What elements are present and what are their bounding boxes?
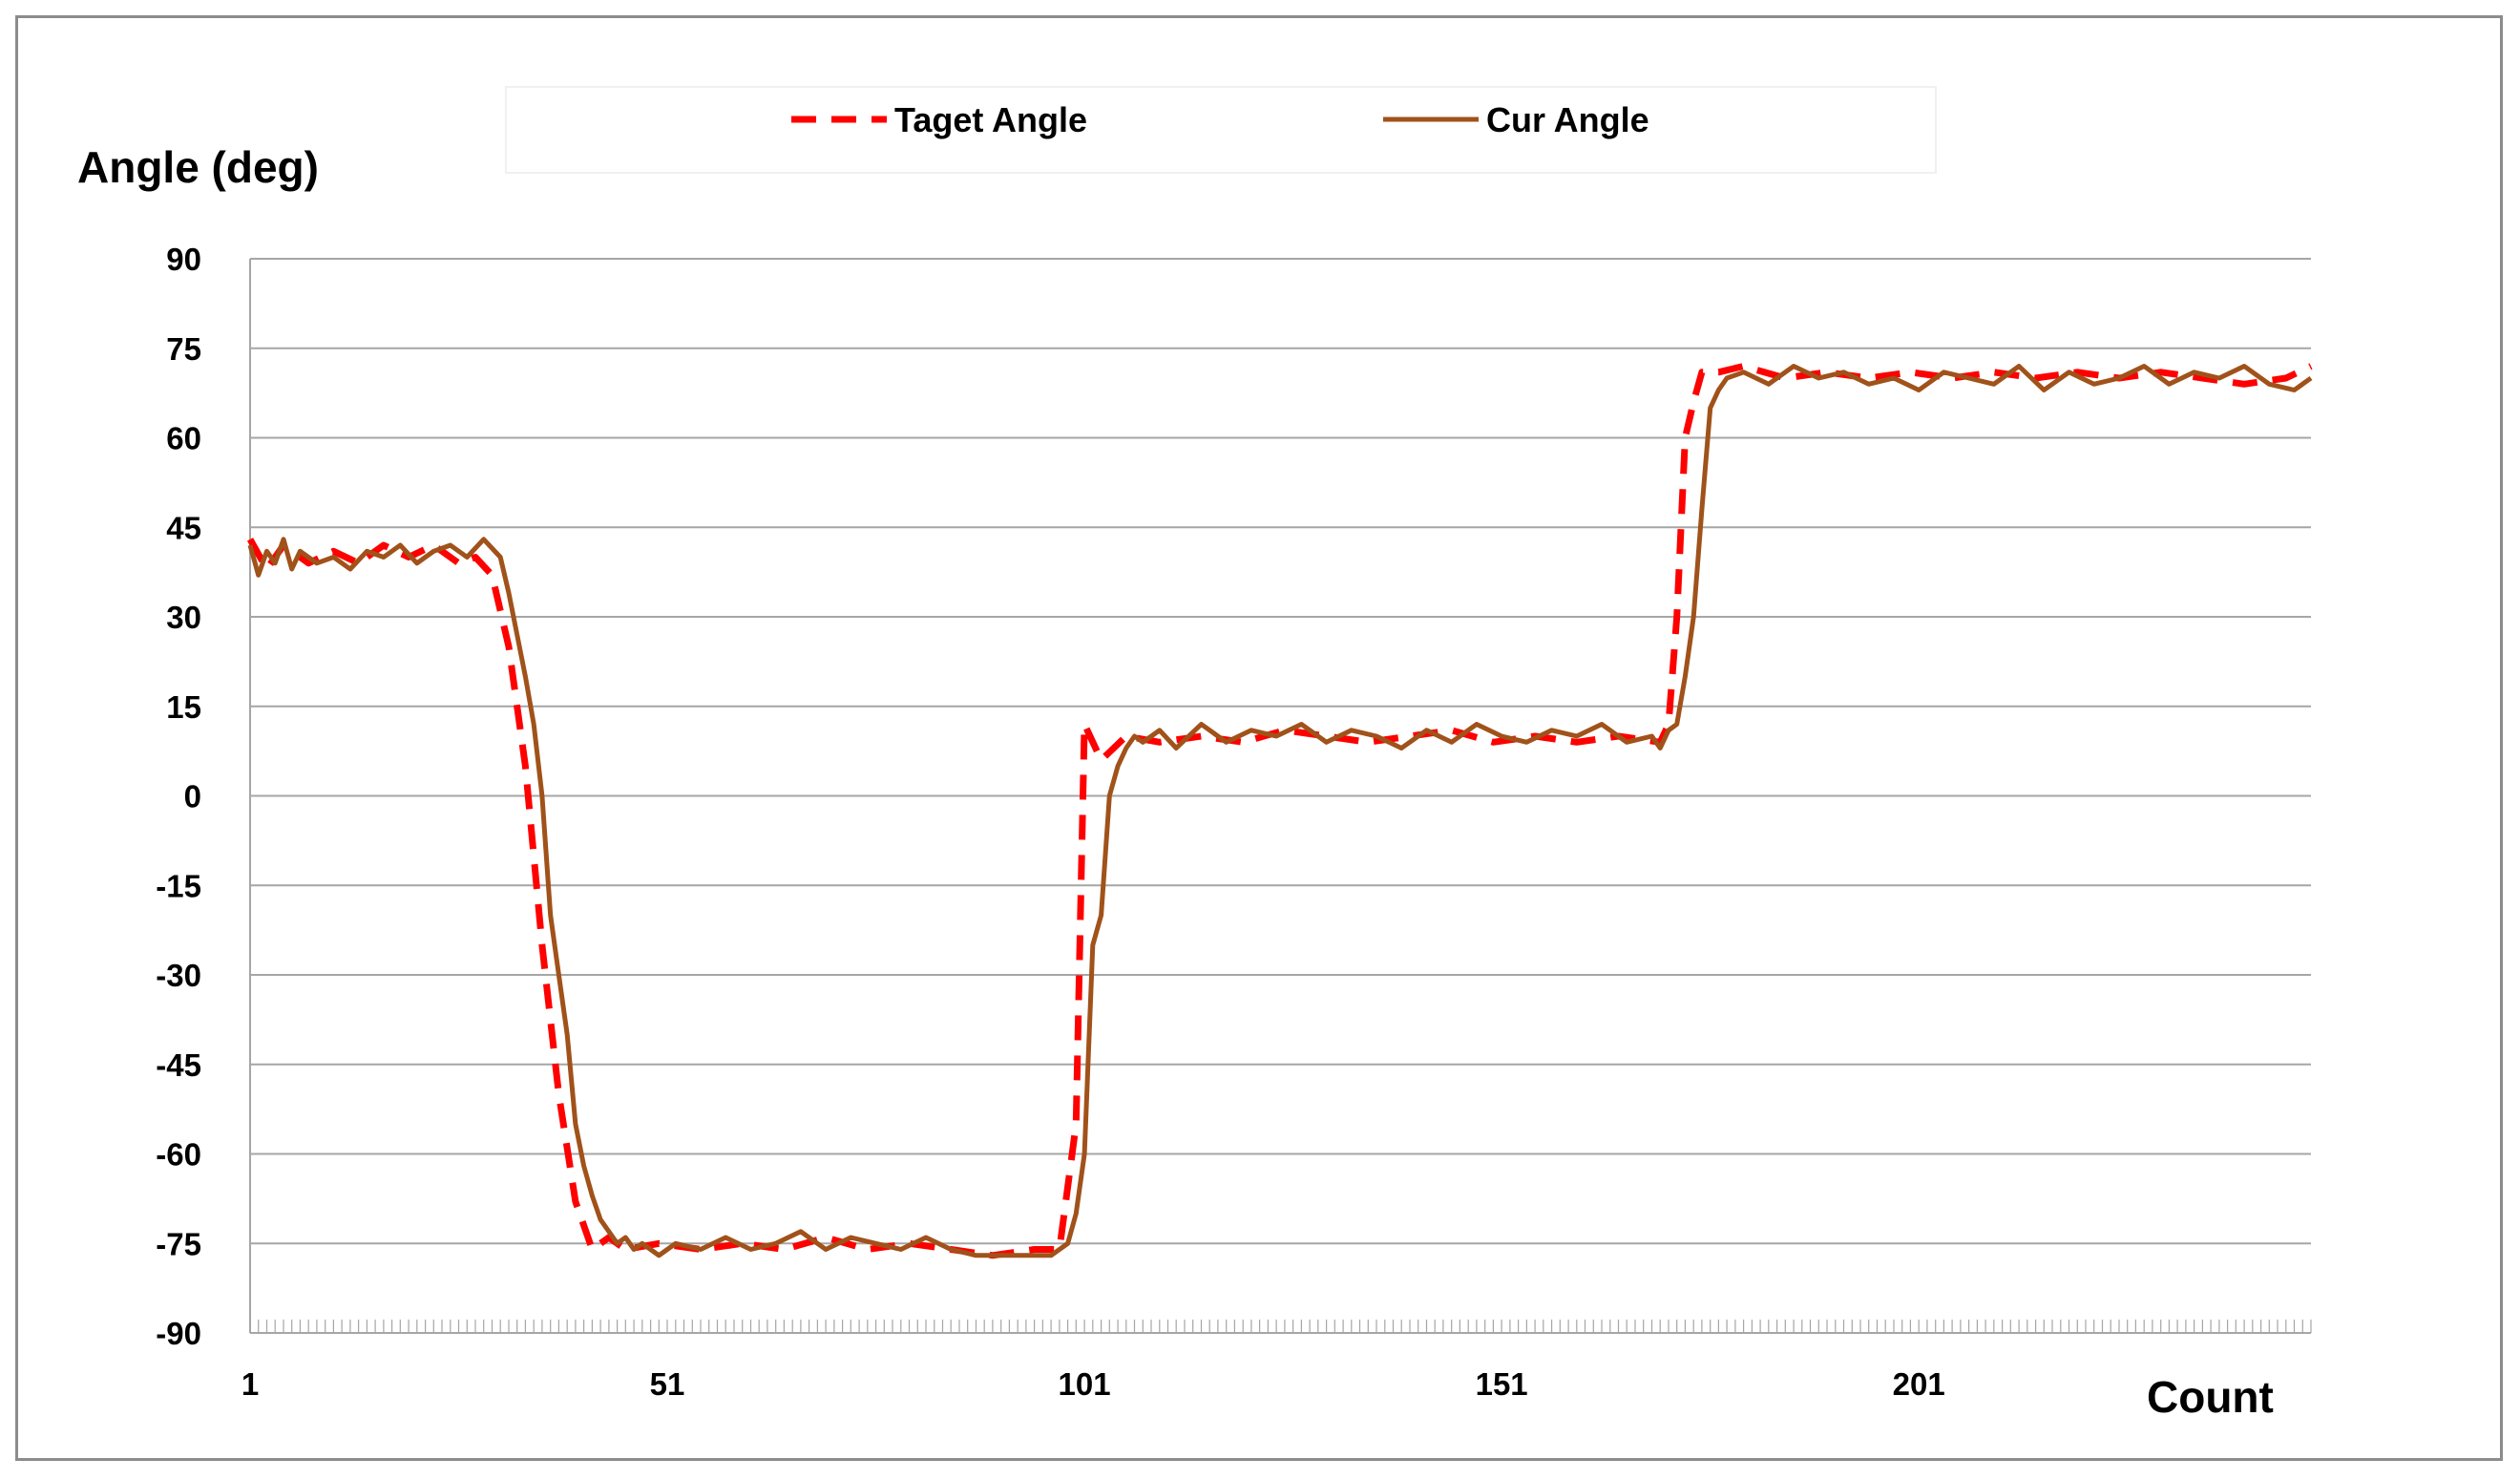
series-line-taget-angle bbox=[246, 363, 2313, 1259]
y-tick-label: -30 bbox=[156, 958, 201, 993]
y-tick-label: 75 bbox=[166, 331, 201, 367]
axes bbox=[249, 259, 2312, 1334]
x-tick-labels: 1 51 101 151 201 bbox=[242, 1366, 1945, 1402]
line-chart: Taget Angle Cur Angle 90 75 60 45 30 15 0 -15 -30… bbox=[77, 86, 2313, 1422]
x-axis-title: Count bbox=[2147, 1372, 2274, 1422]
y-axis-title: Angle (deg) bbox=[77, 142, 319, 192]
x-tick-label: 1 bbox=[242, 1366, 259, 1402]
legend-label: Taget Angle bbox=[894, 100, 1087, 139]
legend-label: Cur Angle bbox=[1486, 100, 1649, 139]
legend-box bbox=[505, 86, 1937, 174]
y-tick-label: -75 bbox=[156, 1226, 201, 1261]
series-line-cur-angle bbox=[247, 364, 2313, 1258]
y-tick-label: 0 bbox=[184, 779, 201, 814]
x-minor-ticks bbox=[249, 1320, 2312, 1333]
grid-lines bbox=[250, 258, 2311, 1245]
y-tick-label: 90 bbox=[166, 242, 201, 277]
x-tick-label: 51 bbox=[650, 1366, 685, 1402]
y-tick-label: 60 bbox=[166, 421, 201, 456]
x-tick-label: 151 bbox=[1476, 1366, 1528, 1402]
legend: Taget Angle Cur Angle bbox=[791, 100, 1649, 139]
y-tick-label: 15 bbox=[166, 689, 201, 725]
y-tick-labels: 90 75 60 45 30 15 0 -15 -30 -45 -60 -75 -90 bbox=[156, 242, 201, 1351]
x-tick-label: 201 bbox=[1893, 1366, 1945, 1402]
x-tick-label: 101 bbox=[1059, 1366, 1111, 1402]
y-tick-label: -45 bbox=[156, 1047, 201, 1083]
chart-frame: Taget Angle Cur Angle 90 75 60 45 30 15 0 -15 -30… bbox=[15, 15, 2503, 1461]
y-tick-label: -15 bbox=[156, 868, 201, 903]
y-tick-label: 30 bbox=[166, 600, 201, 635]
y-tick-label: -90 bbox=[156, 1316, 201, 1351]
y-tick-label: 45 bbox=[166, 510, 201, 545]
y-tick-label: -60 bbox=[156, 1137, 201, 1173]
series-lines bbox=[246, 363, 2313, 1259]
